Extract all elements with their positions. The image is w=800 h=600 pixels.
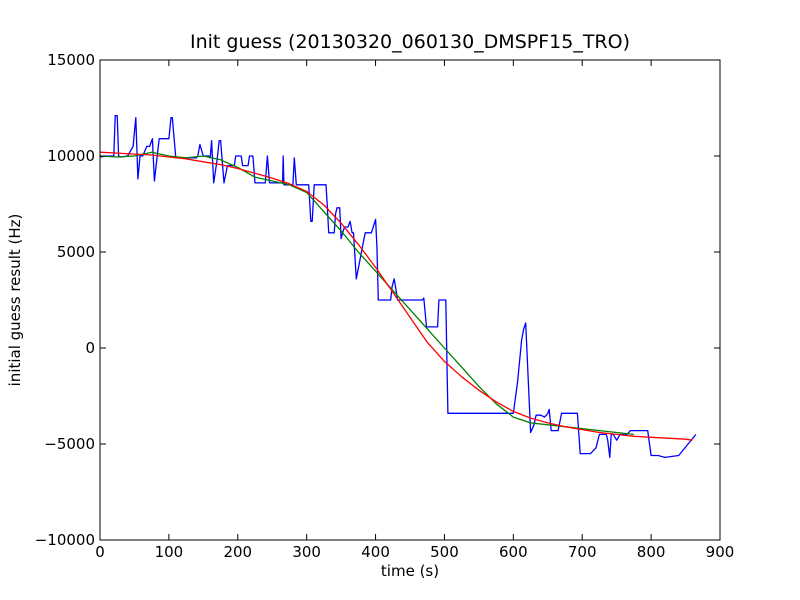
y-tick-label: 5000	[57, 243, 95, 261]
x-tick-label: 0	[95, 543, 105, 561]
y-tick-label: 15000	[47, 51, 95, 69]
x-tick-label: 100	[155, 543, 184, 561]
x-tick-label: 700	[568, 543, 597, 561]
plot-frame	[99, 59, 721, 541]
chart-title: Init guess (20130320_060130_DMSPF15_TRO)	[190, 31, 630, 53]
y-axis-label: initial guess result (Hz)	[6, 214, 24, 387]
tick-layer: 0 100 200 300 400 500 600 700 800 900 −10000 −5000 0…	[35, 51, 735, 561]
x-tick-label: 900	[706, 543, 735, 561]
x-tick-label: 200	[223, 543, 252, 561]
x-tick-label: 400	[361, 543, 390, 561]
x-tick-label: 500	[430, 543, 459, 561]
series-line-3	[99, 151, 693, 441]
y-tick-label: −5000	[44, 435, 95, 453]
y-tick-label: −10000	[35, 531, 95, 549]
series-line-2	[99, 151, 634, 436]
x-tick-label: 800	[637, 543, 666, 561]
y-tick-label: 10000	[47, 147, 95, 165]
y-tick-label: 0	[85, 339, 95, 357]
x-axis-label: time (s)	[381, 562, 439, 580]
x-tick-label: 300	[292, 543, 321, 561]
x-tick-label: 600	[499, 543, 528, 561]
series-layer	[99, 115, 697, 459]
